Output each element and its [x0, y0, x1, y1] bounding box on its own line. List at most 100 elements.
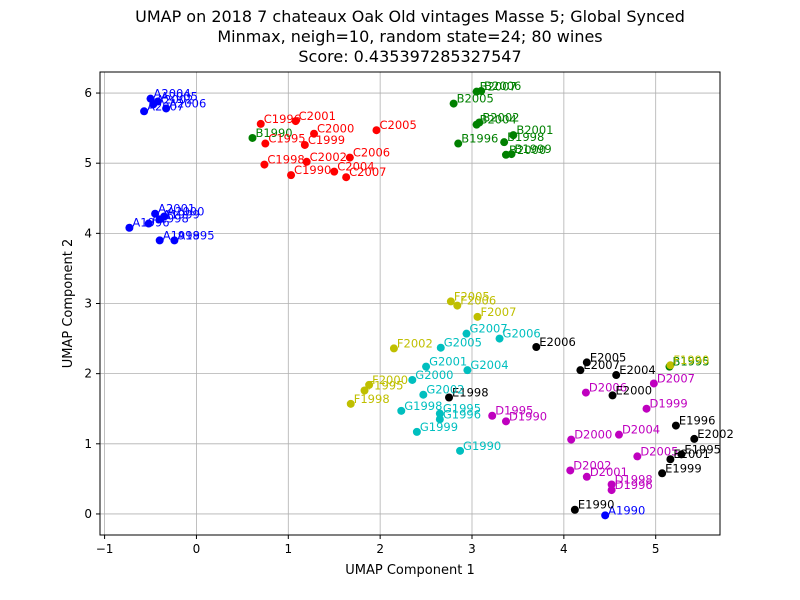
point-label: A1990 [608, 503, 645, 517]
point-label: F1995 [368, 378, 404, 392]
y-tick-label: 3 [84, 297, 92, 311]
point-label: B2006 [484, 79, 521, 93]
data-point-a2001 [151, 209, 160, 218]
data-point-b2001 [509, 131, 518, 140]
data-point-c1998 [260, 160, 269, 169]
point-label: G1990 [463, 439, 501, 453]
data-point-c2006 [345, 153, 354, 162]
data-point-b2005 [449, 99, 458, 108]
data-point-c2004 [330, 167, 339, 176]
data-point-g2007 [462, 329, 471, 338]
point-label: C2007 [349, 165, 386, 179]
data-point-b1999 [507, 150, 516, 159]
data-point-g2006 [495, 334, 504, 343]
point-label: A1995 [177, 228, 214, 242]
point-label: A2004 [154, 87, 191, 101]
point-label: G2005 [444, 336, 482, 350]
point-label: C1996 [264, 112, 301, 126]
data-point-g2000 [408, 375, 417, 384]
data-point-a2006 [162, 104, 171, 113]
point-label: D1998 [615, 472, 653, 486]
data-point-a1996 [125, 223, 134, 232]
data-point-b2006 [477, 86, 486, 95]
data-point-d2002 [566, 466, 575, 475]
point-label: G2001 [429, 355, 467, 369]
point-label: D1995 [495, 404, 533, 418]
data-point-e1990 [570, 505, 579, 514]
point-label: G2007 [469, 322, 507, 336]
data-point-e2006 [532, 342, 541, 351]
y-axis-ticks: 0 1 2 3 4 5 6 [84, 86, 100, 521]
data-point-f1998 [346, 399, 355, 408]
data-point-d1990 [501, 417, 510, 426]
data-point-c2002 [302, 157, 311, 166]
point-label: A1996 [132, 216, 169, 230]
data-point-g1990 [456, 446, 465, 455]
x-axis-ticks: −1 0 1 2 3 4 5 [96, 535, 660, 556]
x-tick-label: 1 [284, 542, 292, 556]
point-label: B2000 [509, 143, 546, 157]
y-tick-label: 5 [84, 156, 92, 170]
x-tick-label: −1 [96, 542, 114, 556]
y-axis-label: UMAP Component 2 [61, 239, 76, 368]
point-label: E1995 [684, 442, 721, 456]
point-label: B1990 [255, 126, 292, 140]
data-point-a1998 [144, 219, 153, 228]
y-tick-label: 2 [84, 367, 92, 381]
data-point-d1996 [607, 486, 616, 495]
point-label: E2000 [616, 383, 653, 397]
data-point-e2004 [612, 371, 621, 380]
data-point-c2007 [342, 173, 351, 182]
data-point-d2001 [582, 472, 591, 481]
point-label: F2006 [460, 294, 496, 308]
data-point-d1998 [607, 480, 616, 489]
data-point-e2005 [582, 358, 591, 367]
data-point-e2002 [690, 434, 699, 443]
point-label: G2000 [415, 368, 453, 382]
point-label: E2002 [697, 427, 734, 441]
point-label: B2001 [516, 123, 553, 137]
point-label: B1999 [514, 142, 551, 156]
point-label: A1999 [163, 207, 200, 221]
data-point-e1996 [671, 421, 680, 430]
point-label: G1996 [443, 407, 481, 421]
point-label: G1995 [443, 402, 481, 416]
point-label: A1998 [163, 228, 200, 242]
chart-title-line: Score: 0.435397285327547 [298, 47, 521, 66]
data-point-b1990 [248, 133, 257, 142]
point-label: F2005 [454, 289, 490, 303]
point-label: B2002 [482, 111, 519, 125]
x-axis-label: UMAP Component 1 [345, 563, 474, 578]
point-label: E2006 [539, 335, 576, 349]
point-label: G2004 [470, 358, 508, 372]
data-point-g2005 [436, 343, 445, 352]
point-label: A2006 [169, 96, 206, 110]
point-label: G1999 [420, 420, 458, 434]
y-tick-label: 4 [84, 226, 92, 240]
point-label: B1998 [507, 130, 544, 144]
point-label: A1998 [152, 212, 189, 226]
point-label: G2002 [426, 383, 464, 397]
data-point-c1996 [256, 119, 265, 128]
chart-title-line: Minmax, neigh=10, random state=24; 80 wi… [217, 27, 602, 46]
point-label: B2004 [480, 113, 517, 127]
point-label: E1990 [578, 498, 615, 512]
data-point-g2004 [463, 366, 472, 375]
point-label: B2007 [480, 80, 517, 94]
point-label: E2005 [590, 350, 627, 364]
data-point-a2007 [140, 107, 149, 116]
point-label: F2002 [397, 336, 433, 350]
point-label: D2001 [590, 465, 628, 479]
data-point-a1995 [170, 236, 179, 245]
point-label: G1998 [404, 399, 442, 413]
point-label: D1990 [509, 409, 547, 423]
x-tick-label: 2 [376, 542, 384, 556]
data-point-a1999 [155, 215, 164, 224]
chart-title: UMAP on 2018 7 chateaux Oak Old vintages… [135, 7, 685, 66]
point-label: B1995 [672, 355, 709, 369]
data-points [125, 86, 699, 520]
point-label: D2000 [574, 428, 612, 442]
point-label: F1998 [354, 392, 390, 406]
data-point-f2005 [446, 297, 455, 306]
